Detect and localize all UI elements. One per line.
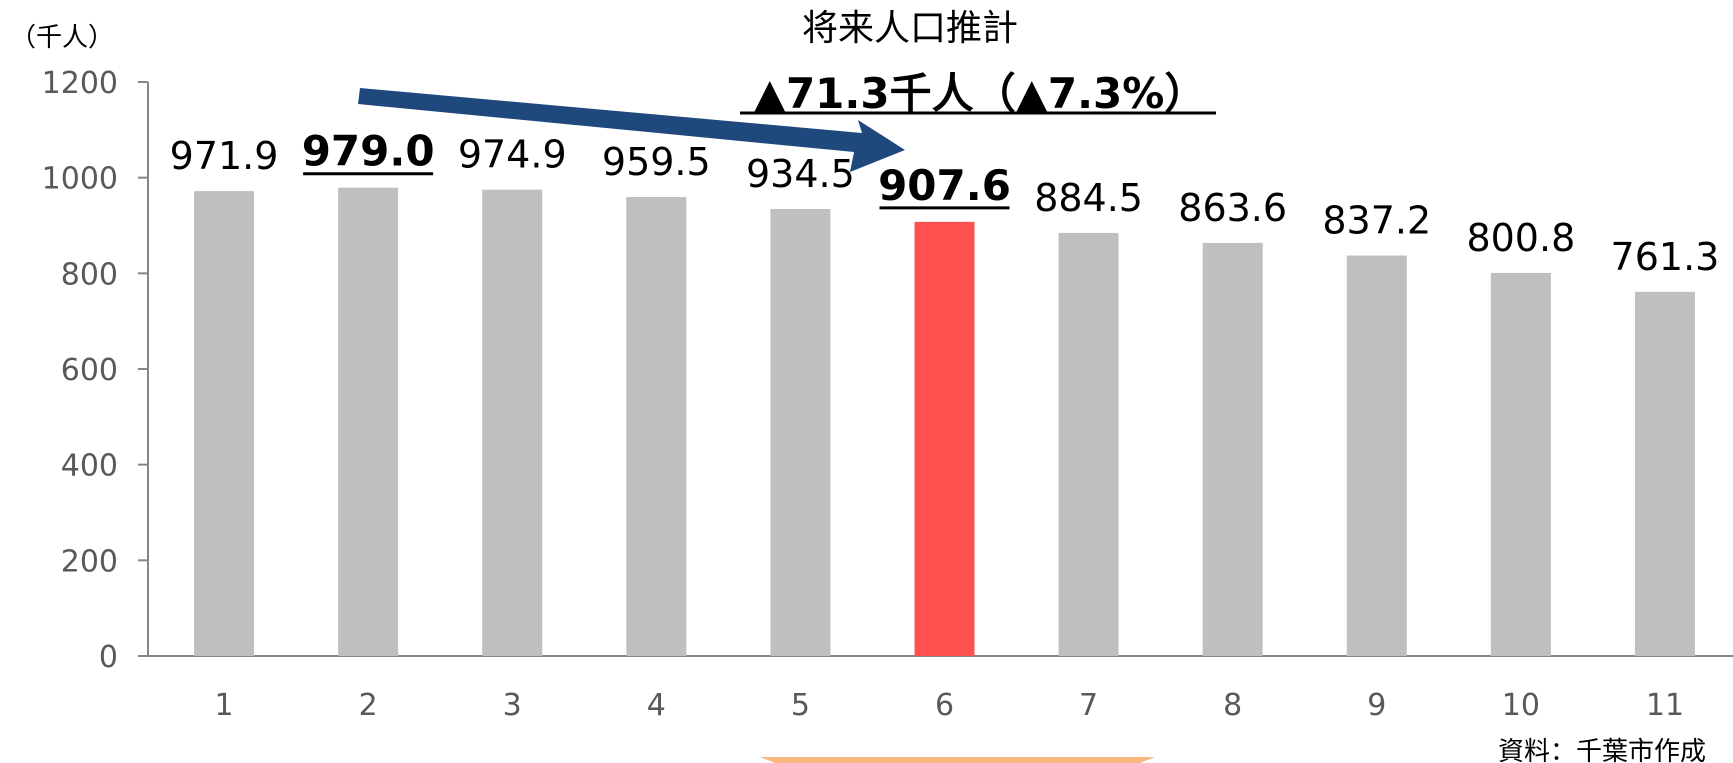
change-annotation: ▲71.3千人（▲7.3%）	[754, 69, 1207, 118]
value-label-1: 971.9	[170, 134, 279, 178]
x-tick-label-7: 7	[1079, 688, 1098, 723]
y-tick-label: 1000	[42, 162, 118, 197]
x-tick-label-5: 5	[791, 688, 810, 723]
bar-4	[626, 197, 687, 656]
category-labels: 1 2 3 4 5 6 7 8 9 10 11	[214, 688, 1684, 723]
bar-1	[194, 191, 255, 656]
bars	[194, 187, 1695, 657]
x-tick-label-6: 6	[935, 688, 954, 723]
bar-3	[482, 189, 543, 656]
bar-8	[1202, 242, 1263, 657]
x-tick-label-3: 3	[503, 688, 522, 723]
value-label-8: 863.6	[1178, 186, 1287, 230]
bar-6	[914, 221, 975, 656]
x-tick-label-9: 9	[1367, 688, 1386, 723]
axes: 0 200 400 600 800 1000 1200	[42, 66, 1733, 675]
footer-accent-shape	[760, 757, 1155, 763]
value-label-6: 907.6	[878, 161, 1011, 210]
y-tick-label: 400	[61, 449, 118, 484]
value-label-3: 974.9	[458, 133, 567, 177]
y-tick-label: 800	[61, 257, 118, 292]
chart-title: 将来人口推計	[802, 8, 1018, 49]
x-tick-label-4: 4	[647, 688, 666, 723]
x-tick-label-11: 11	[1646, 688, 1684, 723]
bar-9	[1346, 255, 1407, 656]
x-tick-label-10: 10	[1502, 688, 1540, 723]
trend-arrow	[358, 88, 905, 172]
x-tick-label-2: 2	[359, 688, 378, 723]
y-tick-label: 200	[61, 544, 118, 579]
source-note: 資料：千葉市作成	[1498, 737, 1706, 763]
value-label-9: 837.2	[1322, 199, 1431, 243]
value-label-10: 800.8	[1466, 216, 1575, 260]
value-label-7: 884.5	[1034, 176, 1143, 220]
bar-11	[1634, 291, 1695, 656]
bar-5	[770, 208, 831, 656]
value-label-11: 761.3	[1611, 235, 1720, 279]
y-tick-label: 1200	[42, 66, 118, 101]
y-tick-label: 0	[99, 640, 118, 675]
value-label-5: 934.5	[746, 152, 855, 196]
value-labels: 971.9 979.0 974.9 959.5 934.5 907.6 884.5 863.6…	[170, 127, 1720, 279]
value-label-4: 959.5	[602, 140, 711, 184]
bar-10	[1490, 272, 1551, 656]
bar-2	[338, 187, 399, 656]
y-unit-label: （千人）	[10, 23, 114, 53]
bar-7	[1058, 232, 1119, 656]
y-tick-label: 600	[61, 353, 118, 388]
value-label-2: 979.0	[302, 127, 435, 176]
x-tick-label-1: 1	[214, 688, 233, 723]
x-tick-label-8: 8	[1223, 688, 1242, 723]
